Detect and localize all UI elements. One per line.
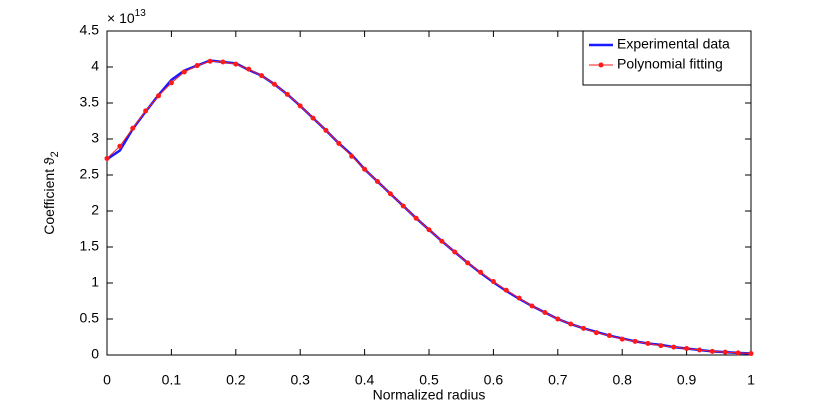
data-point <box>362 166 368 172</box>
data-point <box>658 343 664 349</box>
data-point <box>426 227 432 233</box>
data-point <box>490 279 496 285</box>
data-point <box>259 73 265 79</box>
data-point <box>349 153 355 159</box>
data-point <box>581 325 587 331</box>
legend-label: Polynomial fitting <box>617 56 723 72</box>
y-multiplier-base: × 10 <box>107 10 135 26</box>
data-point <box>207 58 213 64</box>
legend-box <box>582 30 752 86</box>
data-point <box>104 155 110 161</box>
y-tick-label: 4 <box>91 58 99 74</box>
x-tick-label: 1 <box>747 372 755 388</box>
data-point <box>452 249 458 255</box>
data-point <box>709 348 715 354</box>
x-tick-label: 0 <box>103 372 111 388</box>
data-point <box>619 336 625 342</box>
y-tick-label: 0 <box>91 346 99 362</box>
data-point <box>387 191 393 197</box>
data-point <box>478 269 484 275</box>
x-tick-label: 0.8 <box>612 372 632 388</box>
data-point <box>271 81 277 87</box>
data-point <box>439 238 445 244</box>
data-point <box>246 66 252 72</box>
y-axis-label-subscript: 2 <box>49 151 61 157</box>
data-point <box>722 349 728 355</box>
data-point <box>632 338 638 344</box>
data-point <box>413 215 419 221</box>
data-point <box>233 61 239 67</box>
series-line <box>106 60 752 355</box>
data-point <box>297 103 303 109</box>
data-point <box>684 346 690 352</box>
data-point <box>645 340 651 346</box>
y-tick-label: 3 <box>91 130 99 146</box>
data-point <box>542 310 548 316</box>
x-tick-label: 0.5 <box>419 372 439 388</box>
data-point <box>593 330 599 336</box>
y-tick-label: 1 <box>91 274 99 290</box>
data-point <box>117 143 123 149</box>
data-point <box>181 69 187 75</box>
series-line <box>106 59 752 355</box>
x-tick-label: 0.3 <box>290 372 310 388</box>
x-tick-label: 0.9 <box>677 372 697 388</box>
data-point <box>606 333 612 339</box>
x-tick-label: 0.7 <box>548 372 568 388</box>
data-point <box>336 140 342 146</box>
data-point <box>220 59 226 65</box>
data-point <box>168 80 174 86</box>
data-point <box>156 93 162 99</box>
y-multiplier-exponent: 13 <box>135 8 147 19</box>
y-tick-label: 0.5 <box>80 310 100 326</box>
data-point <box>696 347 702 353</box>
data-point <box>323 127 329 133</box>
y-tick-label: 4.5 <box>80 22 100 38</box>
data-point <box>374 178 380 184</box>
data-point <box>310 115 316 121</box>
data-point <box>748 351 754 357</box>
data-point <box>735 350 741 356</box>
data-point <box>568 321 574 327</box>
x-axis-label: Normalized radius <box>373 387 486 403</box>
legend-marker <box>598 62 604 68</box>
y-axis-label-text: Coefficient ϑ <box>41 157 57 235</box>
data-point <box>529 303 535 309</box>
data-point <box>516 295 522 301</box>
y-tick-label: 3.5 <box>80 94 100 110</box>
y-multiplier: × 1013 <box>107 8 146 26</box>
data-point <box>130 125 136 131</box>
data-point <box>503 287 509 293</box>
data-point <box>465 260 471 266</box>
data-point <box>671 344 677 350</box>
x-tick-label: 0.1 <box>162 372 182 388</box>
x-tick-label: 0.4 <box>355 372 375 388</box>
data-point <box>400 203 406 209</box>
x-tick-label: 0.6 <box>484 372 504 388</box>
y-tick-label: 2.5 <box>80 166 100 182</box>
data-point <box>143 108 149 114</box>
data-point <box>194 63 200 69</box>
y-tick-label: 1.5 <box>80 238 100 254</box>
y-tick-label: 2 <box>91 202 99 218</box>
y-axis-label: Coefficient ϑ2 <box>41 151 61 235</box>
x-tick-label: 0.2 <box>226 372 246 388</box>
legend-label: Experimental data <box>617 36 730 52</box>
data-point <box>284 91 290 97</box>
data-point <box>555 316 561 322</box>
